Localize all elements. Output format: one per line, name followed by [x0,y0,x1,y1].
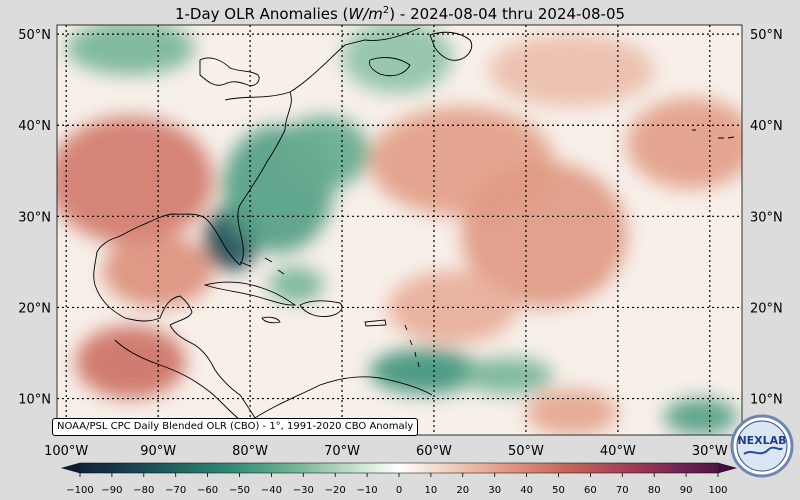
north-america-coastline [93,27,421,326]
colorbar-tick-label: 60 [584,485,597,496]
anomaly-atlantic-itcz-negative [461,357,554,394]
colorbar-tick-label: −30 [293,485,314,496]
gridlines [57,25,742,435]
colorbar-tick-label: 50 [552,485,565,496]
colorbar-tick-label: −70 [165,485,186,496]
anomaly-mexico-positive [75,325,186,399]
anomaly-caribbean-negative [369,348,480,394]
south-america-coastline [254,376,433,419]
lon-label: 30°W [692,444,728,459]
anomaly-north-atlantic-positive [489,34,655,107]
page-title: 1-Day OLR Anomalies (W/m2) - 2024-08-04 … [174,5,626,23]
coastlines [93,27,735,421]
colorbar-tick-label: 40 [520,485,533,496]
colorbar-tick-label: −10 [357,485,378,496]
anomaly-canada-negative [66,25,195,76]
lon-label: 60°W [416,444,452,459]
axis-tick-labels: 50°N 50°N 40°N 40°N 30°N 30°N 20°N 20°N 10°N 10°N… [18,28,783,459]
lat-label-right: 30°N [750,210,783,225]
colorbar-tick-label: 100 [708,485,727,496]
lat-label-left: 40°N [18,119,51,134]
colorbar-bar [60,462,738,474]
data-source-note: NOAA/PSL CPC Daily Blended OLR (CBO) - 1… [52,418,419,436]
azores-coastline [692,129,735,139]
colorbar-tick-label: 30 [488,485,501,496]
anomaly-labrador-negative [342,25,453,94]
anomaly-central-atlantic-positive [461,161,628,308]
lat-label-left: 10°N [18,393,51,408]
gulf-of-st-lawrence-coastline [369,57,411,77]
cuba-coastline [203,281,297,306]
lat-label-right: 20°N [750,301,783,316]
lat-label-left: 20°N [18,301,51,316]
anomaly-east-atlantic-negative [663,398,738,435]
lat-label-right: 50°N [750,28,783,43]
colorbar-tick-label: 20 [456,485,469,496]
lat-label-left: 50°N [18,28,51,43]
lon-label: 70°W [324,444,360,459]
colorbar-tick-label: 70 [616,485,629,496]
colorbar-tick-label: 90 [680,485,693,496]
lon-label: 40°W [600,444,636,459]
colorbar-tick-label: −100 [66,485,93,496]
puerto-rico-coastline [364,319,387,327]
lon-label: 80°W [232,444,268,459]
colorbar-right-extend [718,463,736,473]
colorbar-tick-label: −50 [229,485,250,496]
central-america-coastline [114,324,256,421]
anomaly-carolinas-negative [277,116,370,189]
florida-keys-coastline [239,257,285,275]
lon-label: 50°W [508,444,544,459]
lon-label: 90°W [140,444,176,459]
colorbar-tick-label: −80 [133,485,154,496]
anomaly-central-us-positive [57,116,214,244]
anomaly-southern-positive [525,389,618,435]
lat-label-left: 30°N [18,210,51,225]
lat-label-right: 10°N [750,393,783,408]
title-unit: W/m [348,5,383,23]
newfoundland-coastline [429,31,473,61]
colorbar-tick-label: −20 [325,485,346,496]
great-lakes-coastline [199,57,260,87]
colorbar-tick-label: −90 [101,485,122,496]
logo-text: NEXLAB [737,434,786,447]
colorbar-left-extend [62,463,80,473]
anomaly-bahamas-negative [268,266,324,303]
title-unit-exponent: 2 [382,5,390,16]
colorbar-tick-label: 80 [648,485,661,496]
lat-label-right: 40°N [750,119,783,134]
nexlab-logo[interactable]: NEXLAB [730,414,794,478]
colorbar-tick-label: −40 [261,485,282,496]
jamaica-coastline [261,316,281,324]
colorbar-tick-label: −60 [197,485,218,496]
hispaniola-coastline [299,300,343,317]
anomaly-east-atlantic-positive [627,97,742,189]
colorbar-tick-label: 0 [396,485,402,496]
antilles-coastline [404,324,420,368]
colorbar-tick-label: 10 [425,485,438,496]
lon-label: 100°W [44,444,88,459]
colorbar: −100 −90 −80 −70 −60 −50 −40 −30 −20 −10 0 10 20 30 40… [60,462,738,496]
